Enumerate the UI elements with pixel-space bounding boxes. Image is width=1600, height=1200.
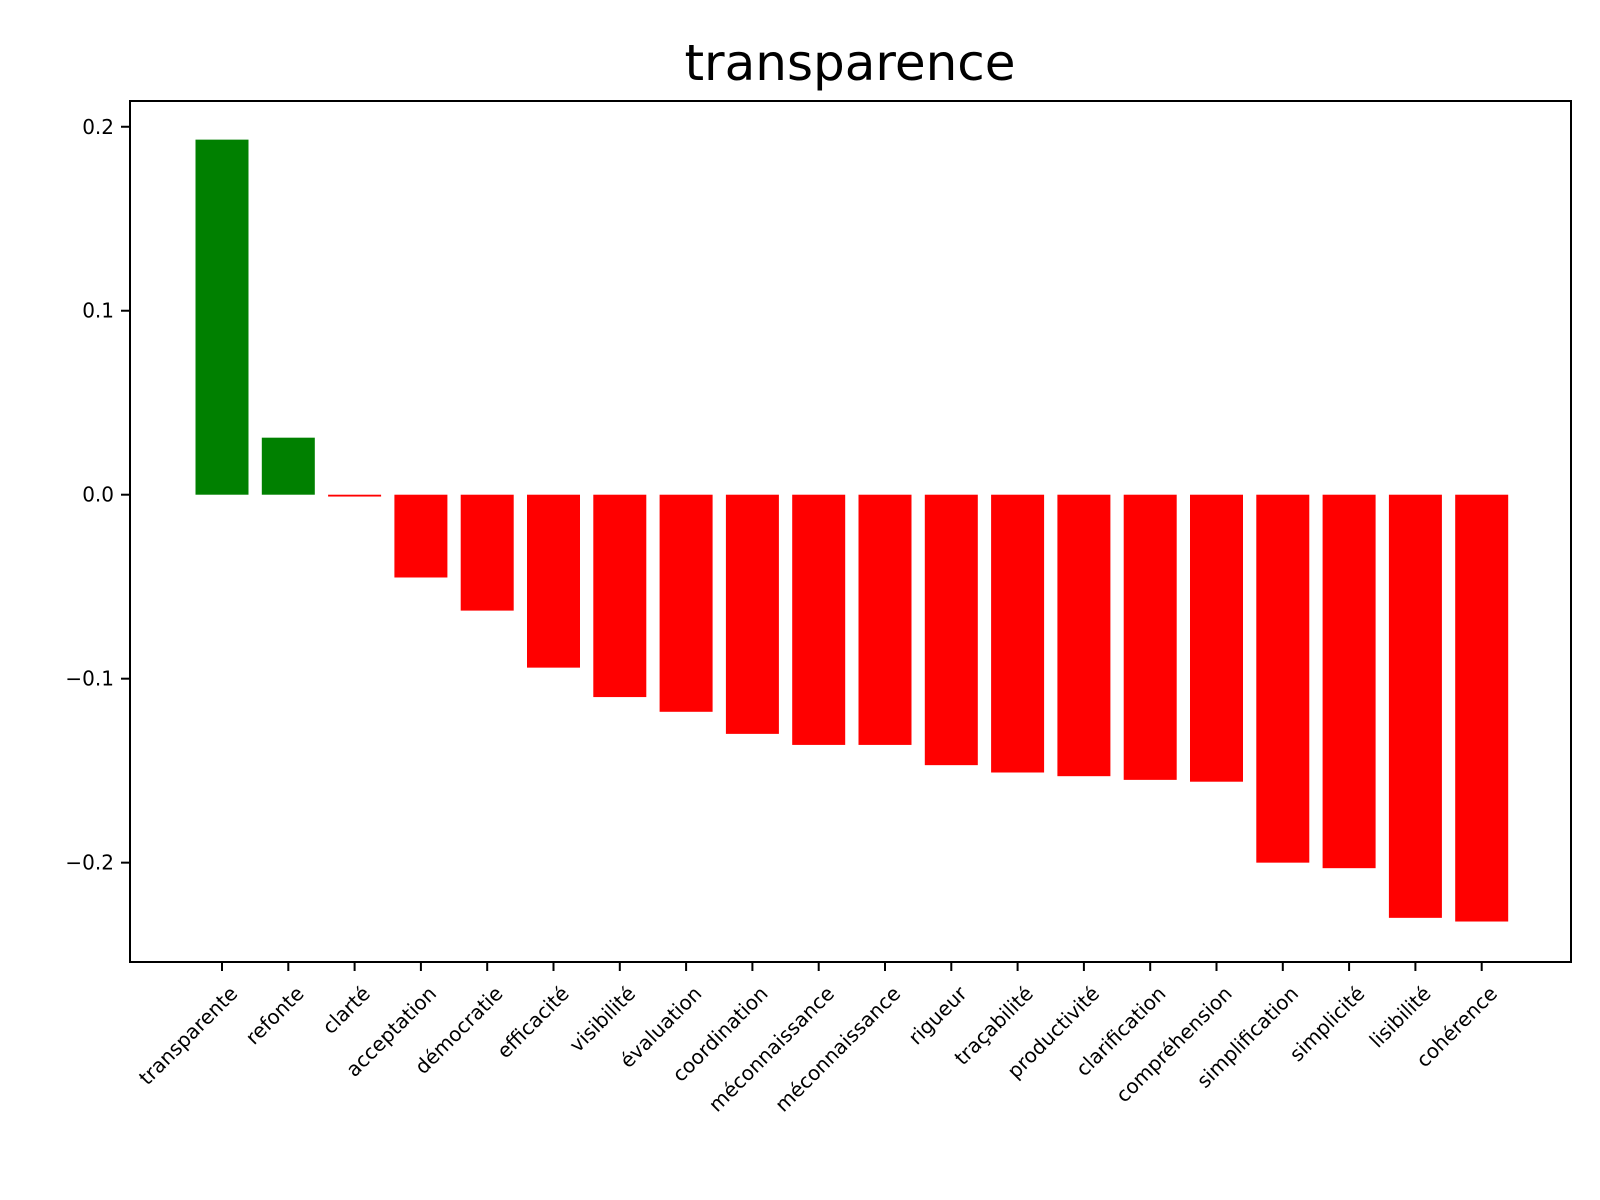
bar-15 bbox=[1190, 494, 1243, 782]
bar-14 bbox=[1123, 494, 1177, 780]
bar-16 bbox=[1256, 494, 1310, 863]
y-tick-label: 0.0 bbox=[82, 483, 114, 507]
y-tick-label: 0.1 bbox=[82, 299, 114, 323]
bar-2 bbox=[328, 494, 382, 497]
y-tick-label: −0.2 bbox=[65, 851, 114, 875]
x-tick-label: transparente bbox=[134, 981, 242, 1089]
plot-frame bbox=[129, 100, 1572, 963]
bar-3 bbox=[394, 494, 448, 578]
bar-9 bbox=[792, 494, 846, 745]
bar-6 bbox=[593, 494, 647, 698]
x-tick-label: méconnaissance bbox=[770, 981, 905, 1116]
bars-group bbox=[195, 139, 1509, 922]
x-tick-label: méconnaissance bbox=[704, 981, 839, 1116]
bar-19 bbox=[1455, 494, 1509, 922]
x-tick-label: efficacité bbox=[492, 981, 574, 1063]
bar-7 bbox=[659, 494, 713, 712]
x-tick-label: compréhension bbox=[1111, 981, 1237, 1107]
bar-17 bbox=[1322, 494, 1376, 869]
bar-5 bbox=[527, 494, 580, 668]
bar-10 bbox=[858, 494, 912, 745]
y-axis: 0.2 0.1 0.0 −0.1 −0.2 bbox=[65, 115, 130, 875]
x-tick-label: refonte bbox=[241, 981, 309, 1049]
bar-13 bbox=[1057, 494, 1111, 777]
y-tick-label: −0.1 bbox=[65, 667, 114, 691]
bar-12 bbox=[991, 494, 1045, 773]
bar-18 bbox=[1388, 494, 1442, 918]
chart-title: transparence bbox=[684, 34, 1015, 92]
bar-8 bbox=[725, 494, 779, 734]
bar-11 bbox=[924, 494, 978, 766]
bar-0 bbox=[195, 139, 249, 495]
bar-1 bbox=[261, 437, 315, 495]
bar-4 bbox=[460, 494, 514, 611]
y-tick-label: 0.2 bbox=[82, 115, 114, 139]
x-tick-label: clarté bbox=[317, 981, 374, 1038]
